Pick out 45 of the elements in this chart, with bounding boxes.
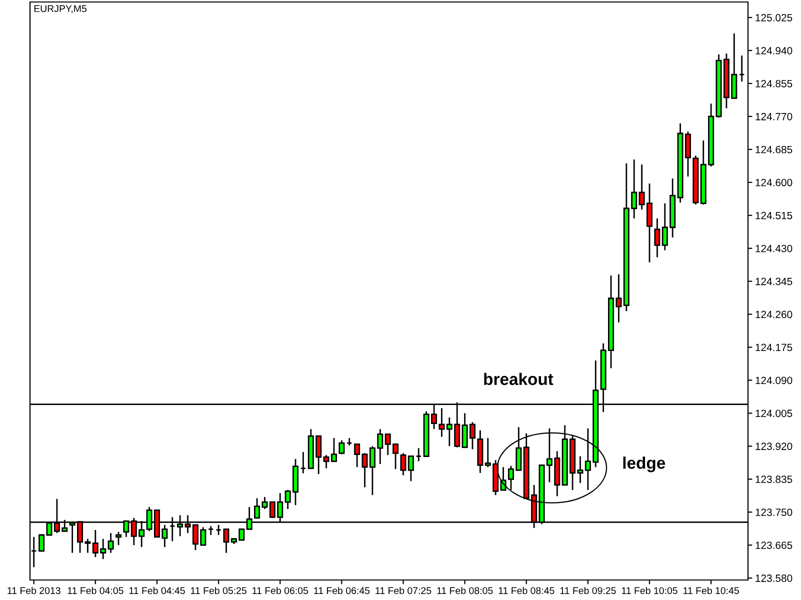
y-tick-label: 124.685 xyxy=(756,146,792,154)
y-tick-label: 124.345 xyxy=(756,278,792,286)
x-tick-label: 11 Feb 04:45 xyxy=(129,586,185,594)
x-tick-label: 11 Feb 06:05 xyxy=(252,586,308,594)
chart-title: EURJPY,M5 xyxy=(34,5,86,14)
x-tick-label: 11 Feb 04:05 xyxy=(68,586,124,594)
y-tick-label: 124.940 xyxy=(756,46,792,54)
candlestick xyxy=(208,525,214,536)
candlestick xyxy=(416,447,422,462)
y-tick-label: 123.665 xyxy=(756,542,792,549)
annotation: breakout xyxy=(484,372,554,386)
y-tick-label: 123.750 xyxy=(756,508,792,516)
candlestick xyxy=(115,531,122,546)
x-tick-label: 11 Feb 10:05 xyxy=(622,586,678,594)
y-tick-label: 124.260 xyxy=(756,310,792,318)
y-tick-label: 124.515 xyxy=(756,212,792,220)
candlestick xyxy=(216,524,222,536)
y-tick-label: 124.770 xyxy=(756,112,792,120)
y-tick-label: 124.855 xyxy=(756,80,792,88)
y-tick-label: 124.175 xyxy=(756,344,792,352)
y-tick-label: 125.025 xyxy=(756,14,792,22)
x-tick-label: 11 Feb 10:45 xyxy=(684,586,739,594)
y-tick-label: 123.835 xyxy=(756,476,792,484)
candlestick xyxy=(654,218,660,258)
x-tick-label: 11 Feb 08:05 xyxy=(437,586,493,594)
x-tick-label: 11 Feb 07:25 xyxy=(376,586,432,594)
y-tick-label: 124.090 xyxy=(756,376,792,384)
x-tick-label: 11 Feb 2013 xyxy=(8,586,60,594)
y-tick-label: 124.005 xyxy=(756,410,792,418)
x-tick-label: 11 Feb 06:45 xyxy=(314,586,370,594)
y-tick-label: 123.580 xyxy=(756,574,792,582)
x-tick-label: 11 Feb 05:25 xyxy=(190,586,246,594)
x-tick-label: 11 Feb 09:25 xyxy=(560,586,616,594)
x-tick-label: 11 Feb 08:45 xyxy=(498,586,554,594)
candlestick xyxy=(300,451,306,474)
candlestick xyxy=(400,452,406,476)
candlestick xyxy=(223,528,230,554)
annotation: ledge xyxy=(623,456,666,472)
candlestick xyxy=(408,456,414,482)
y-tick-label: 123.920 xyxy=(756,442,792,450)
candlestick xyxy=(354,444,360,468)
candlestick xyxy=(108,532,114,554)
y-tick-label: 124.430 xyxy=(756,244,792,252)
candlestick xyxy=(738,54,745,82)
y-tick-label: 124.600 xyxy=(756,178,792,186)
